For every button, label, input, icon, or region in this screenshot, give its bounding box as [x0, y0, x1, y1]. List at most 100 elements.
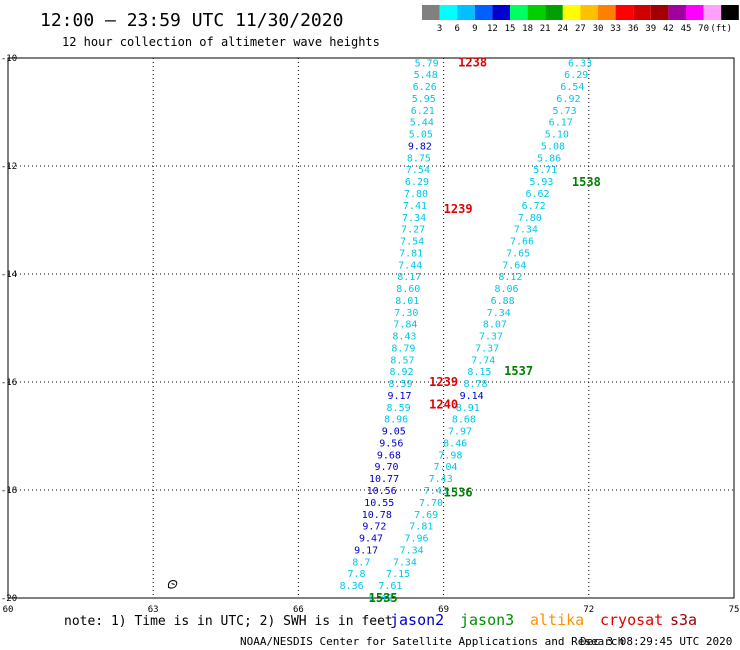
x-tick-label: 72: [583, 605, 594, 615]
wave-height-point: 9.82: [408, 141, 432, 152]
y-tick-label: -16: [1, 378, 17, 388]
legend-jason3: jason3: [460, 611, 514, 629]
wave-height-point: 10.77: [369, 474, 399, 485]
wave-height-point: 8.91: [456, 403, 480, 414]
scale-label: 39: [645, 24, 656, 34]
wave-height-point: 7.8: [347, 569, 365, 580]
scale-swatch: [598, 5, 616, 20]
wave-height-point: 7.98: [438, 450, 462, 461]
y-tick-label: -10: [1, 54, 17, 64]
wave-height-point: 6.26: [413, 82, 437, 93]
wave-height-point: 7.64: [502, 260, 526, 271]
wave-height-point: 7.34: [402, 213, 426, 224]
scale-swatch: [615, 5, 634, 20]
x-tick-label: 60: [3, 605, 14, 615]
track-a: 5.795.486.265.956.215.445.059.828.757.54…: [340, 58, 439, 592]
wave-height-point: 8.15: [467, 367, 491, 378]
wave-height-point: 9.56: [379, 438, 403, 449]
wave-height-point: 10.56: [367, 486, 397, 497]
wave-height-point: 6.21: [411, 106, 435, 117]
wave-height-point: 8.92: [389, 367, 413, 378]
time-label: 1538: [572, 175, 601, 189]
wave-height-point: 6.62: [525, 189, 549, 200]
wave-height-point: 7.34: [487, 308, 511, 319]
footer-stamp: Dec 3 08:29:45 UTC 2020: [580, 635, 732, 648]
wave-height-point: 8.57: [390, 355, 414, 366]
wave-height-point: 6.92: [556, 94, 580, 105]
wave-height-point: 8.59: [388, 379, 412, 390]
wave-height-point: 8.68: [452, 415, 476, 426]
wave-height-point: 6.33: [568, 58, 592, 69]
scale-swatch: [703, 5, 722, 20]
scale-label: 70: [698, 24, 709, 34]
wave-height-point: 9.68: [377, 450, 401, 461]
wave-height-point: 8.43: [392, 332, 416, 343]
wave-height-point: 7.44: [398, 260, 422, 271]
wave-height-point: 5.71: [533, 165, 557, 176]
scale-label: 36: [628, 24, 639, 34]
island-shape: [167, 579, 178, 589]
wave-height-point: 7.84: [393, 320, 417, 331]
wave-height-point: 7.69: [414, 510, 438, 521]
island-outline: [167, 579, 178, 589]
scale-label: 27: [575, 24, 586, 34]
wave-height-point: 7.70: [419, 498, 443, 509]
wave-height-point: 7.30: [394, 308, 418, 319]
wave-height-point: 9.72: [362, 522, 386, 533]
scale-swatch: [422, 5, 440, 20]
scale-swatch: [527, 5, 546, 20]
wave-height-point: 7.80: [404, 189, 428, 200]
scale-label: 24: [557, 24, 568, 34]
wave-height-point: 8.01: [395, 296, 419, 307]
wave-height-point: 8.78: [463, 379, 487, 390]
wave-height-point: 10.78: [362, 510, 392, 521]
time-label: 1537: [504, 364, 533, 378]
wave-height-point: 5.86: [537, 153, 561, 164]
plot-frame: [7, 57, 735, 599]
color-scale: 3 6 9 12 15 18 21 24 27 30 33 36 39 42 45 70 (ft): [422, 5, 739, 34]
time-label: 1535: [369, 591, 398, 605]
scale-swatch: [633, 5, 651, 20]
scale-swatch: [457, 5, 475, 20]
time-label: 1238: [458, 55, 487, 69]
wave-height-point: 8.96: [384, 415, 408, 426]
legend-jason2: jason2: [390, 611, 444, 629]
wave-height-point: 6.29: [564, 70, 588, 81]
wave-height-point: 9.14: [460, 391, 484, 402]
scale-label: 15: [505, 24, 516, 34]
scale-label: 18: [522, 24, 533, 34]
wave-height-point: 5.93: [529, 177, 553, 188]
y-tick-label: -18: [1, 486, 17, 496]
scale-swatch: [492, 5, 510, 20]
wave-height-point: 8.75: [407, 153, 431, 164]
wave-height-point: 6.72: [522, 201, 546, 212]
satellite-legend: jason2 jason3 altika cryosat s3a: [390, 611, 697, 629]
scale-label: 12: [487, 24, 498, 34]
wave-height-point: 7.43: [429, 474, 453, 485]
scale-swatch: [562, 5, 581, 20]
time-label: 1240: [429, 398, 458, 412]
scale-swatch: [474, 5, 493, 20]
wave-height-point: 7.34: [400, 545, 424, 556]
wave-height-point: 7.27: [401, 225, 425, 236]
x-tick-label: 69: [438, 605, 449, 615]
wave-height-point: 6.54: [560, 82, 584, 93]
wave-height-point: 7.80: [518, 213, 542, 224]
wave-height-point: 6.29: [405, 177, 429, 188]
grid-lines: [8, 58, 734, 598]
wave-height-point: 7.81: [399, 248, 423, 259]
wave-height-point: 7.15: [386, 569, 410, 580]
x-tick-label: 63: [148, 605, 159, 615]
wave-height-point: 9.17: [354, 545, 378, 556]
time-labels: 1238 1239 1239 1240 1538 1537 1536 1535: [369, 55, 601, 605]
wave-height-point: 7.97: [448, 427, 472, 438]
wave-height-point: 7.43: [424, 486, 448, 497]
wave-height-point: 7.65: [506, 248, 530, 259]
scale-label: 30: [593, 24, 604, 34]
scale-swatch: [510, 5, 528, 20]
wave-height-point: 10.55: [364, 498, 394, 509]
wave-height-point: 7.41: [403, 201, 427, 212]
scale-label: 42: [663, 24, 674, 34]
scale-swatch: [686, 5, 704, 20]
